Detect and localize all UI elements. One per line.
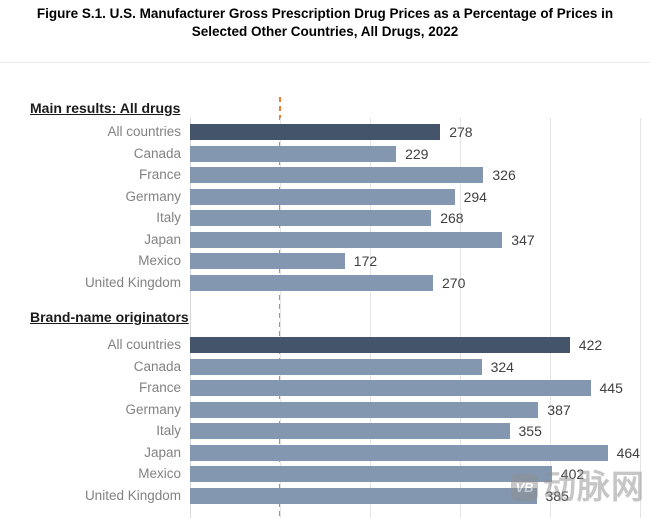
category-label: Japan (144, 231, 181, 247)
category-label: United Kingdom (84, 274, 181, 290)
category-label: United Kingdom (84, 487, 181, 503)
value-label: 324 (490, 358, 514, 375)
value-label: 326 (492, 167, 516, 183)
bar (190, 167, 484, 183)
gridline-400 (550, 118, 551, 518)
gridline-500 (640, 118, 641, 518)
value-label: 294 (463, 188, 487, 205)
value-label: 445 (599, 380, 623, 396)
bar (190, 145, 397, 162)
category-label: All countries (107, 337, 181, 352)
category-label: Italy (156, 423, 181, 438)
value-label: 385 (545, 487, 569, 504)
value-label: 387 (547, 401, 571, 418)
category-label: Japan (144, 444, 181, 460)
title-divider (0, 62, 650, 63)
value-label: 268 (440, 210, 464, 226)
value-label: 172 (353, 253, 378, 269)
value-label: 229 (405, 145, 429, 162)
group-header-brand-name-originators: Brand-name originators (30, 309, 189, 325)
category-label: Canada (133, 145, 181, 161)
bar (190, 124, 441, 140)
bar (190, 380, 591, 396)
category-label: France (138, 167, 181, 182)
bar (190, 401, 539, 418)
value-label: 422 (578, 337, 603, 353)
bar (190, 358, 482, 375)
value-label: 278 (449, 124, 473, 140)
bar (190, 231, 503, 248)
bar (190, 274, 433, 291)
category-label: Mexico (138, 466, 181, 481)
bar (190, 337, 570, 353)
category-label: All countries (107, 124, 181, 139)
category-label: Germany (125, 401, 181, 417)
category-axis-line (190, 118, 191, 518)
watermark-logo-icon: VB (511, 473, 538, 501)
bar (190, 188, 455, 205)
category-label: France (138, 380, 181, 395)
figure-title: Figure S.1. U.S. Manufacturer Gross Pres… (0, 5, 650, 40)
value-label: 464 (616, 444, 640, 461)
value-label: 270 (442, 274, 466, 291)
gridline-300 (460, 118, 461, 518)
watermark-text: 动脉网 (543, 468, 645, 505)
bar (190, 444, 608, 461)
figure-title-line1: Figure S.1. U.S. Manufacturer Gross Pres… (36, 6, 614, 21)
group-header-main-results: Main results: All drugs (30, 100, 181, 116)
category-label: Mexico (138, 253, 181, 268)
bar (190, 423, 510, 439)
value-label: 355 (518, 423, 542, 439)
figure-title-line2: Selected Other Countries, All Drugs, 202… (191, 23, 459, 39)
category-label: Canada (133, 358, 181, 374)
gridline-100 (280, 118, 281, 518)
watermark: VB 动脉网 (511, 470, 645, 504)
gridline-200 (370, 118, 371, 518)
category-label: Italy (156, 210, 181, 225)
bar (190, 487, 537, 504)
value-label: 402 (560, 466, 585, 482)
category-label: Germany (125, 188, 181, 204)
bar (190, 253, 345, 269)
bar (190, 466, 552, 482)
bar (190, 210, 432, 226)
value-label: 347 (511, 231, 535, 248)
